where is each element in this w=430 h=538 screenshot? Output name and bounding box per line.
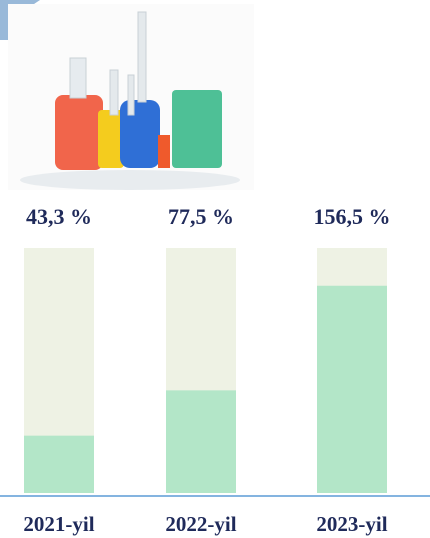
value-label: 156,5 % (314, 204, 391, 229)
flask (120, 100, 160, 168)
flask-neck (137, 11, 147, 103)
flask (98, 110, 124, 168)
tube (127, 74, 135, 116)
tube (109, 69, 119, 116)
beaker (172, 90, 222, 168)
category-label: 2023-yil (316, 512, 387, 536)
bar (24, 435, 94, 493)
bar (317, 285, 387, 493)
value-label: 77,5 % (168, 204, 234, 229)
flask-neck (69, 57, 87, 99)
flask (55, 95, 103, 170)
category-label: 2022-yil (165, 512, 236, 536)
illustration (0, 0, 254, 190)
tube (158, 135, 170, 168)
value-label: 43,3 % (26, 204, 92, 229)
category-label: 2021-yil (23, 512, 94, 536)
bar (166, 390, 236, 493)
shadow (20, 170, 240, 190)
